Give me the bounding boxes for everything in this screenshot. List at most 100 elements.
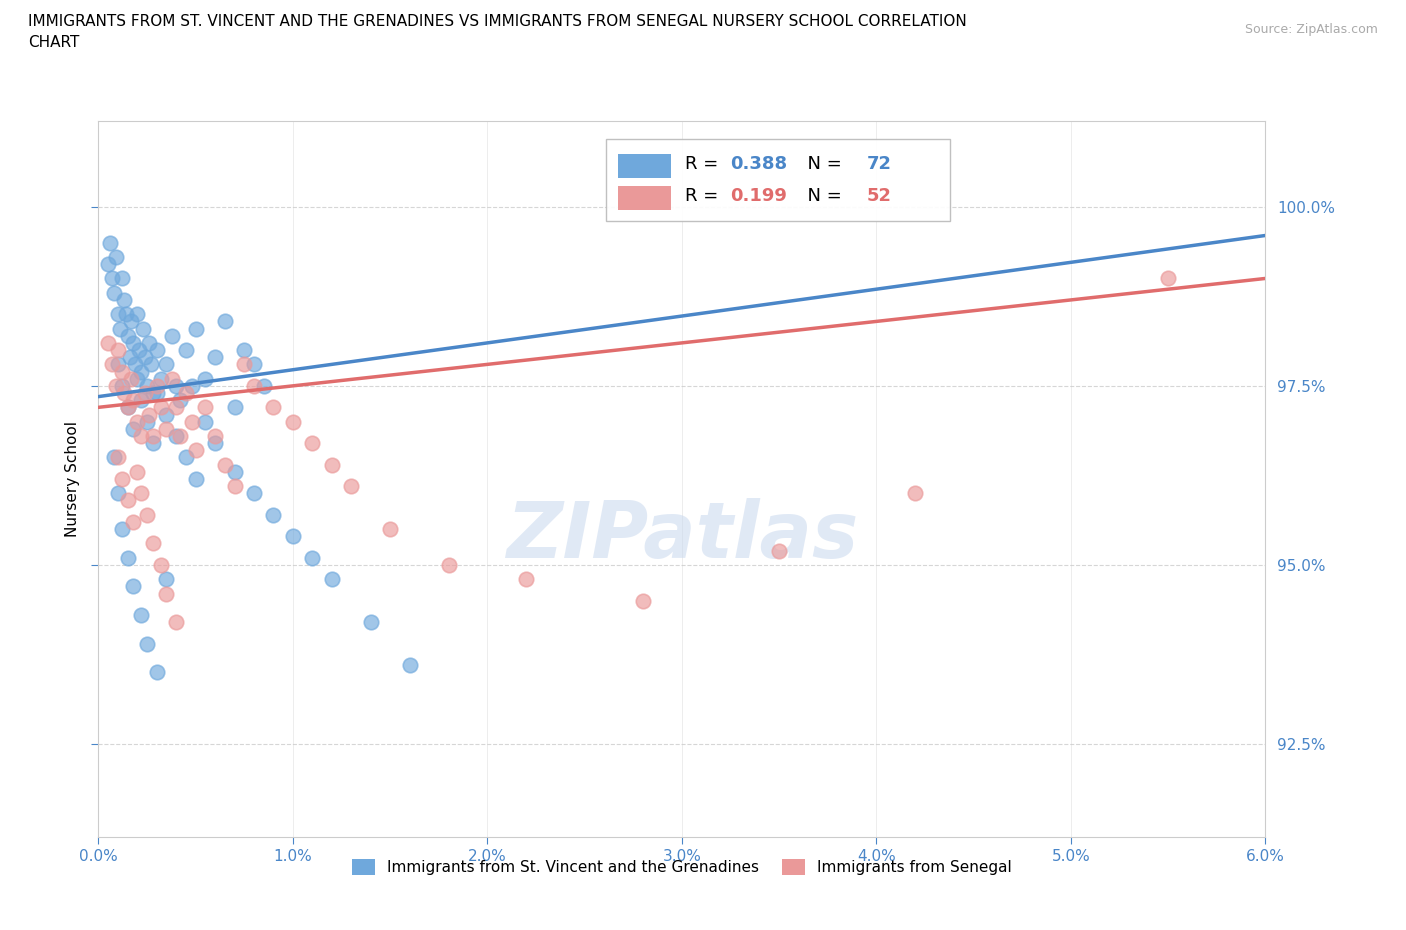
Point [174,342,197,357]
Point [437,557,460,572]
Point [224,400,246,415]
Point [107,342,129,357]
Point [214,458,236,472]
Point [301,551,323,565]
Point [103,450,125,465]
Point [136,414,159,429]
FancyBboxPatch shape [617,153,672,179]
Point [124,357,146,372]
Point [146,386,169,401]
Point [214,314,236,329]
Point [122,579,145,594]
Point [111,271,134,286]
Text: 0.388: 0.388 [730,155,787,173]
Text: ZIPatlas: ZIPatlas [506,498,858,574]
Point [111,365,134,379]
Point [127,371,149,386]
Text: Source: ZipAtlas.com: Source: ZipAtlas.com [1244,23,1378,36]
Point [155,357,177,372]
Point [136,379,159,393]
Point [121,371,143,386]
Point [127,414,149,429]
Point [165,400,187,415]
Point [117,493,139,508]
Point [142,429,165,444]
Text: IMMIGRANTS FROM ST. VINCENT AND THE GRENADINES VS IMMIGRANTS FROM SENEGAL NURSER: IMMIGRANTS FROM ST. VINCENT AND THE GREN… [28,14,967,29]
Point [104,379,127,393]
Point [224,479,246,494]
Point [165,429,187,444]
Point [340,479,363,494]
Point [281,529,304,544]
Point [149,371,172,386]
Point [301,436,323,451]
Point [233,357,256,372]
Point [107,307,129,322]
Point [169,429,191,444]
Point [162,371,184,386]
Text: 72: 72 [866,155,891,173]
Point [146,379,169,393]
Point [121,314,143,329]
Point [134,386,156,401]
Point [165,379,187,393]
Point [515,572,537,587]
Point [233,342,256,357]
Point [184,472,207,486]
Point [398,658,420,672]
Point [253,379,276,393]
Point [129,365,152,379]
Point [129,485,152,500]
Point [136,508,159,523]
Point [101,271,124,286]
Point [180,379,202,393]
Point [281,414,304,429]
Point [117,400,139,415]
Point [146,665,169,680]
Point [132,321,155,336]
Point [108,321,131,336]
Point [111,472,134,486]
Point [98,235,121,250]
Point [112,386,135,401]
Point [129,392,152,407]
Point [184,443,207,458]
Point [122,421,145,436]
Point [155,421,177,436]
Point [262,508,284,523]
Point [103,286,125,300]
Point [155,407,177,422]
Point [194,400,217,415]
Point [122,514,145,529]
Point [174,386,197,401]
Text: 52: 52 [866,187,891,206]
Point [262,400,284,415]
Point [136,636,159,651]
Point [111,379,134,393]
Point [321,572,343,587]
Point [1157,271,1180,286]
Point [138,336,160,351]
Point [118,350,141,365]
Point [165,615,187,630]
Point [243,357,266,372]
Point [204,350,226,365]
Point [360,615,382,630]
Point [127,464,149,479]
Point [169,392,191,407]
Point [101,357,124,372]
Point [138,407,160,422]
Point [129,429,152,444]
Text: R =: R = [685,187,724,206]
Point [243,379,266,393]
Point [112,293,135,308]
Point [904,485,927,500]
Point [380,522,402,537]
Point [122,392,145,407]
Point [149,400,172,415]
Point [134,350,156,365]
Point [162,328,184,343]
Point [146,342,169,357]
Point [321,458,343,472]
Point [224,464,246,479]
